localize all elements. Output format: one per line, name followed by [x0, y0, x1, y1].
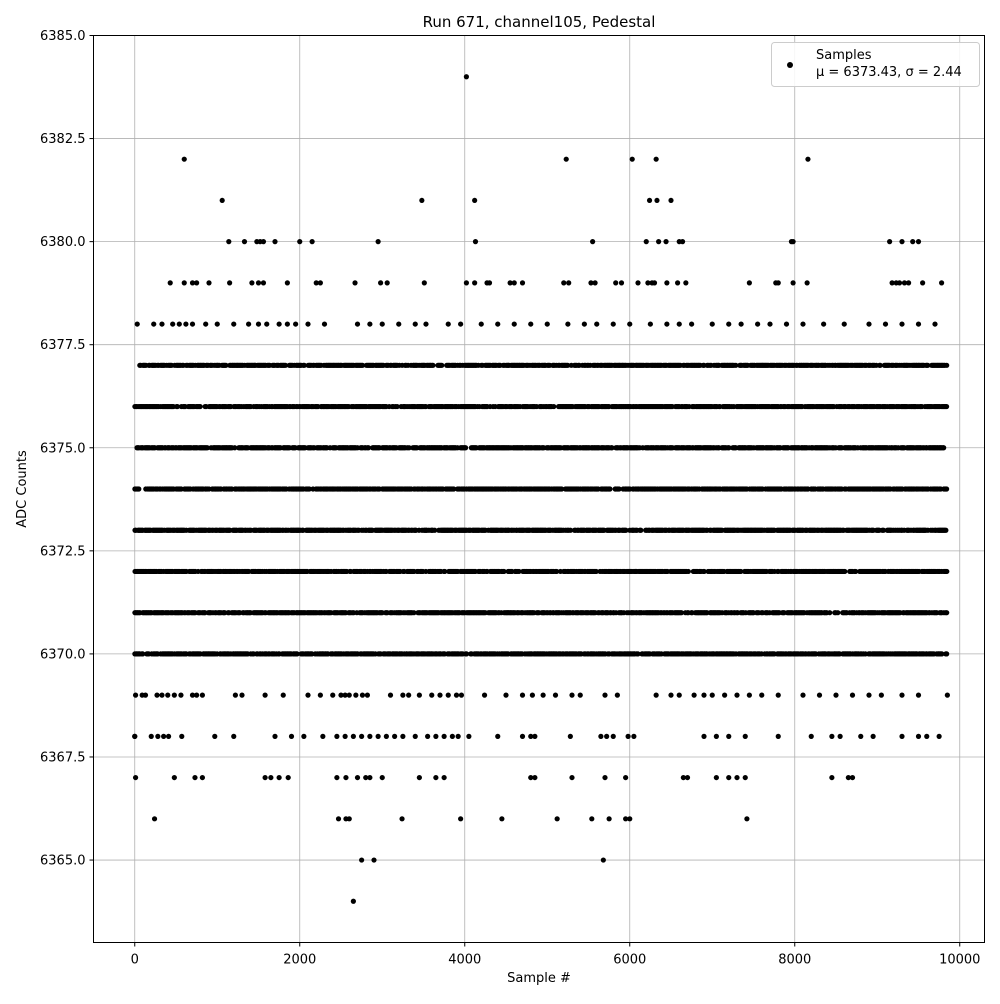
data-point: [551, 404, 556, 409]
data-point: [941, 445, 946, 450]
data-point: [835, 610, 840, 615]
data-point: [943, 528, 948, 533]
data-point: [944, 486, 949, 491]
data-point: [607, 486, 612, 491]
data-point: [198, 404, 203, 409]
data-point: [944, 651, 949, 656]
data-point: [944, 569, 949, 574]
data-point: [686, 569, 691, 574]
data-point: [439, 363, 444, 368]
data-point: [136, 486, 141, 491]
data-point: [842, 569, 847, 574]
data-point: [944, 404, 949, 409]
data-point: [944, 610, 949, 615]
data-point: [430, 363, 435, 368]
data-point: [463, 445, 468, 450]
chart-title: Run 671, channel105, Pedestal: [423, 13, 656, 31]
data-point: [638, 528, 643, 533]
data-point: [827, 610, 832, 615]
